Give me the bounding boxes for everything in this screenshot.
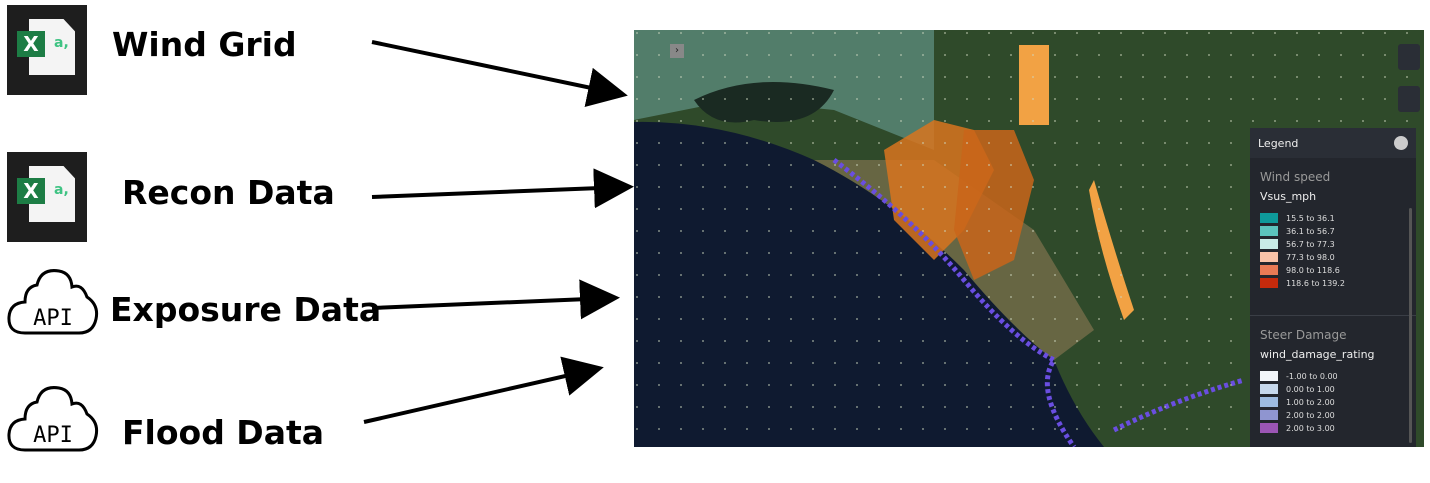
basemap-button[interactable] [1398, 86, 1420, 112]
source-label: Wind Grid [112, 25, 297, 64]
api-cloud-icon: API [7, 269, 99, 335]
legend-item-label: 56.7 to 77.3 [1286, 239, 1335, 249]
legend-item-label: 0.00 to 1.00 [1286, 384, 1335, 394]
legend-item: 77.3 to 98.0 [1260, 252, 1406, 262]
legend-field: wind_damage_rating [1260, 348, 1375, 361]
svg-text:API: API [33, 306, 73, 331]
legend-item-label: -1.00 to 0.00 [1286, 371, 1338, 381]
source-label: Recon Data [122, 173, 335, 212]
svg-text:API: API [33, 423, 73, 448]
legend-swatch [1260, 213, 1278, 223]
expand-panel-button[interactable]: › [670, 44, 684, 58]
legend-item-label: 36.1 to 56.7 [1286, 226, 1335, 236]
legend-item: 1.00 to 2.00 [1260, 397, 1406, 407]
legend-item: -1.00 to 0.00 [1260, 371, 1406, 381]
excel-icon: a, X [7, 5, 87, 95]
legend-swatch [1260, 384, 1278, 394]
layers-button[interactable] [1398, 44, 1420, 70]
globe-icon[interactable] [1394, 136, 1408, 150]
legend-item-label: 15.5 to 36.1 [1286, 213, 1335, 223]
legend-scrollbar[interactable] [1409, 208, 1412, 443]
legend-swatch [1260, 226, 1278, 236]
legend-swatch [1260, 371, 1278, 381]
legend-swatch [1260, 423, 1278, 433]
legend-item: 0.00 to 1.00 [1260, 384, 1406, 394]
legend-item-label: 2.00 to 2.00 [1286, 410, 1335, 420]
legend-item: 56.7 to 77.3 [1260, 239, 1406, 249]
legend-section-title: Steer Damage [1260, 328, 1347, 342]
legend-title: Legend [1258, 136, 1299, 150]
legend-item: 15.5 to 36.1 [1260, 213, 1406, 223]
legend-item: 2.00 to 3.00 [1260, 423, 1406, 433]
legend-item: 36.1 to 56.7 [1260, 226, 1406, 236]
legend-swatch [1260, 239, 1278, 249]
legend-swatch [1260, 278, 1278, 288]
arrow-recon-data [371, 168, 634, 209]
excel-icon: a, X [7, 152, 87, 242]
arrow-exposure-data [371, 279, 620, 320]
legend-swatch [1260, 265, 1278, 275]
legend-item-label: 77.3 to 98.0 [1286, 252, 1335, 262]
legend-section: Steer Damage wind_damage_rating -1.00 to … [1250, 315, 1416, 442]
arrow-wind-grid [371, 40, 628, 108]
legend-item: 98.0 to 118.6 [1260, 265, 1406, 275]
legend-section-title: Wind speed [1260, 170, 1331, 184]
arrow-flood-data [363, 356, 604, 424]
map-canvas [634, 30, 1424, 447]
source-label: Flood Data [122, 413, 325, 452]
source-label: Exposure Data [110, 290, 382, 329]
legend-item-label: 118.6 to 139.2 [1286, 278, 1345, 288]
legend-swatch [1260, 397, 1278, 407]
legend-item-label: 2.00 to 3.00 [1286, 423, 1335, 433]
legend-item: 2.00 to 2.00 [1260, 410, 1406, 420]
legend-item-label: 98.0 to 118.6 [1286, 265, 1340, 275]
api-cloud-icon: API [7, 386, 99, 452]
legend-swatch [1260, 410, 1278, 420]
map-view[interactable]: › Legend Wind speed Vsus_mph 15.5 to 36.1… [634, 30, 1424, 447]
legend-panel: Legend Wind speed Vsus_mph 15.5 to 36.1 36… [1250, 128, 1416, 447]
legend-swatch [1260, 252, 1278, 262]
legend-field: Vsus_mph [1260, 190, 1317, 203]
legend-section: Wind speed Vsus_mph 15.5 to 36.1 36.1 to 5… [1250, 158, 1416, 297]
legend-item: 118.6 to 139.2 [1260, 278, 1406, 288]
legend-item-label: 1.00 to 2.00 [1286, 397, 1335, 407]
